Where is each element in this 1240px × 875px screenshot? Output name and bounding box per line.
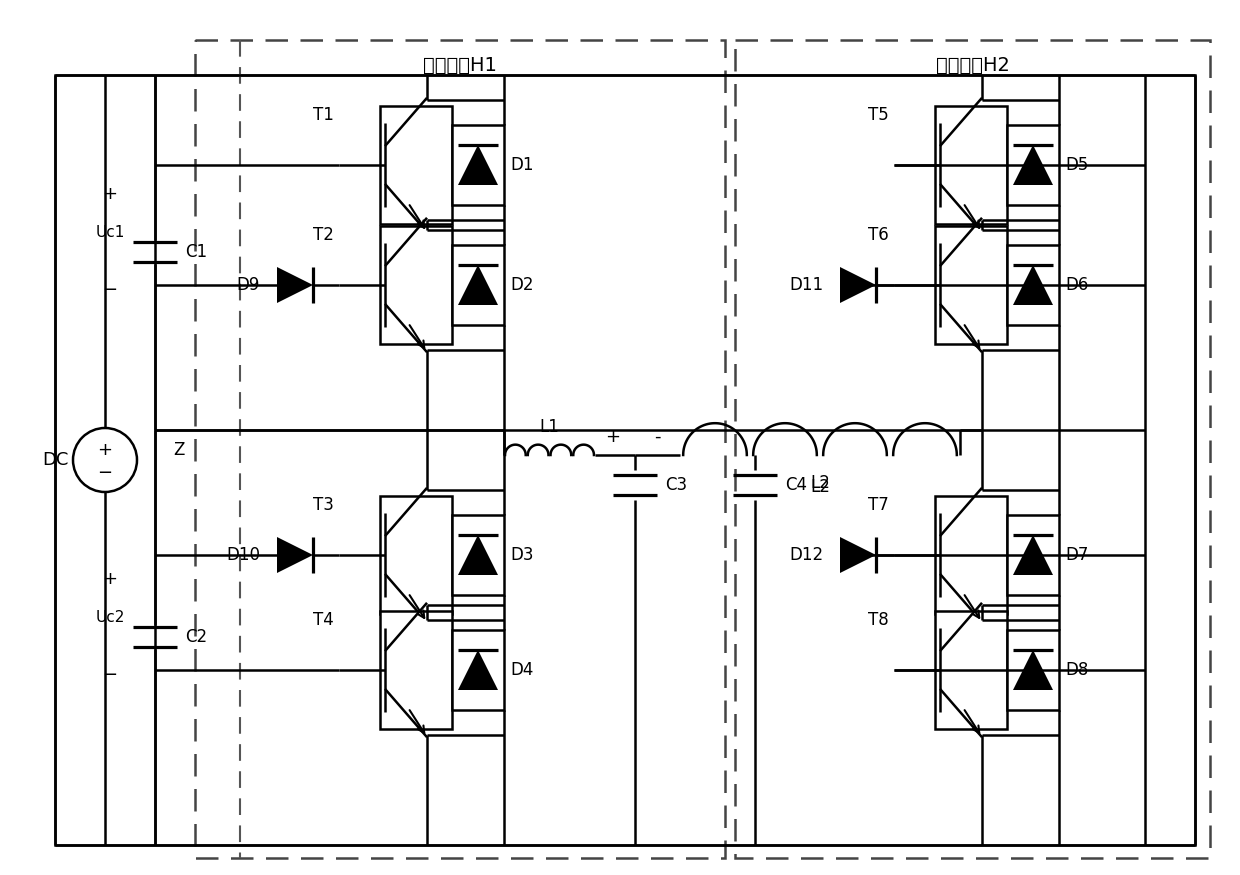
Polygon shape [458, 145, 498, 185]
Text: D11: D11 [789, 276, 823, 294]
Text: D6: D6 [1065, 276, 1089, 294]
Text: L2: L2 [810, 474, 830, 492]
Text: DC: DC [42, 451, 68, 469]
Text: T3: T3 [312, 496, 334, 514]
Text: D12: D12 [789, 546, 823, 564]
Text: -: - [653, 428, 660, 446]
Polygon shape [277, 537, 312, 573]
Bar [453, 245, 503, 325]
Polygon shape [458, 265, 498, 305]
Bar [379, 496, 453, 614]
Bar [935, 226, 1007, 344]
Text: L2: L2 [810, 478, 830, 496]
Text: T6: T6 [868, 226, 888, 244]
Polygon shape [839, 267, 875, 303]
Bar [453, 125, 503, 205]
Text: C2: C2 [185, 628, 207, 646]
Bar [379, 106, 453, 224]
Text: Uc1: Uc1 [95, 225, 125, 240]
Text: Z: Z [174, 441, 185, 459]
Polygon shape [277, 267, 312, 303]
Polygon shape [458, 535, 498, 575]
Bar [935, 106, 1007, 224]
Text: C1: C1 [185, 243, 207, 261]
Bar [55, 75, 1195, 845]
Text: +: + [605, 428, 620, 446]
Text: D8: D8 [1065, 661, 1089, 679]
Text: −: − [103, 666, 118, 684]
Text: T2: T2 [312, 226, 334, 244]
Text: T7: T7 [868, 496, 888, 514]
Text: C3: C3 [665, 476, 687, 494]
Polygon shape [839, 537, 875, 573]
Text: +: + [98, 441, 113, 459]
Text: T8: T8 [868, 611, 888, 629]
Text: D7: D7 [1065, 546, 1089, 564]
Text: −: − [103, 281, 118, 299]
Bar [1007, 245, 1059, 325]
Bar [1007, 630, 1059, 710]
Bar [379, 226, 453, 344]
Text: T4: T4 [312, 611, 334, 629]
Bar [453, 515, 503, 595]
Bar [1007, 515, 1059, 595]
Text: D5: D5 [1065, 156, 1089, 174]
Text: D3: D3 [510, 546, 533, 564]
Text: T1: T1 [312, 106, 334, 124]
Polygon shape [1013, 535, 1053, 575]
Text: −: − [98, 464, 113, 482]
Text: L1: L1 [539, 418, 559, 436]
Bar [935, 496, 1007, 614]
Bar [379, 611, 453, 729]
Bar [1007, 125, 1059, 205]
Text: D2: D2 [510, 276, 533, 294]
Bar [453, 630, 503, 710]
Text: D9: D9 [237, 276, 260, 294]
Text: +: + [103, 570, 118, 588]
Polygon shape [1013, 265, 1053, 305]
Text: +: + [103, 185, 118, 203]
Text: Uc2: Uc2 [95, 610, 125, 625]
Bar [935, 611, 1007, 729]
Polygon shape [458, 650, 498, 690]
Text: T5: T5 [868, 106, 888, 124]
Text: 半桥电路H1: 半桥电路H1 [423, 55, 497, 74]
Polygon shape [1013, 145, 1053, 185]
Text: D10: D10 [226, 546, 260, 564]
Text: 半桥电路H2: 半桥电路H2 [935, 55, 1009, 74]
Bar [195, 40, 725, 858]
Text: D1: D1 [510, 156, 533, 174]
Bar [735, 40, 1210, 858]
Polygon shape [1013, 650, 1053, 690]
Text: C4: C4 [785, 476, 807, 494]
Text: D4: D4 [510, 661, 533, 679]
